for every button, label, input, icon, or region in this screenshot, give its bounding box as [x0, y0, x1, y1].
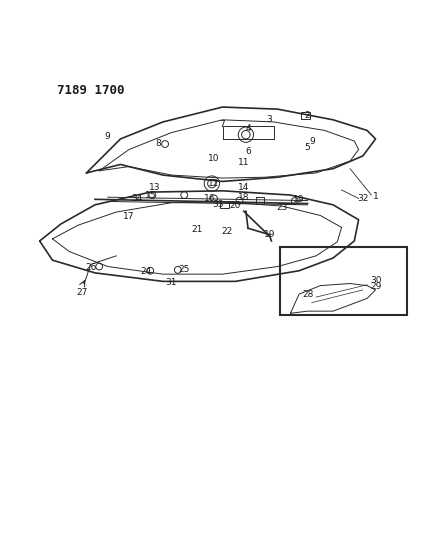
Text: 31: 31: [166, 278, 177, 287]
Text: 14: 14: [238, 183, 250, 192]
Text: 11: 11: [238, 158, 250, 167]
Text: 27: 27: [77, 288, 88, 297]
Text: 2: 2: [305, 111, 310, 120]
Text: 24: 24: [140, 267, 152, 276]
Text: 33: 33: [213, 200, 224, 209]
Text: 9: 9: [309, 136, 315, 146]
Text: 21: 21: [191, 224, 203, 233]
Text: 18: 18: [238, 193, 250, 202]
Text: 19: 19: [264, 230, 275, 239]
Text: 16: 16: [204, 194, 215, 203]
Text: 4: 4: [245, 124, 251, 133]
Text: 10: 10: [208, 154, 220, 163]
Text: 12: 12: [208, 179, 220, 188]
Text: 30: 30: [370, 276, 381, 285]
Text: 13: 13: [149, 183, 160, 192]
Text: 5: 5: [305, 143, 310, 152]
Text: 15: 15: [145, 191, 156, 199]
Text: 6: 6: [245, 147, 251, 156]
Bar: [301, 112, 310, 118]
Text: 3: 3: [266, 115, 272, 124]
Text: 8: 8: [156, 139, 162, 148]
Text: 29: 29: [370, 282, 381, 291]
Text: 32: 32: [357, 194, 369, 203]
Text: 28: 28: [302, 289, 313, 298]
Text: 19: 19: [293, 195, 305, 204]
Text: 34: 34: [132, 194, 143, 203]
Text: 17: 17: [123, 212, 135, 221]
Text: 1: 1: [373, 192, 378, 201]
Text: 20: 20: [229, 201, 241, 210]
Bar: [220, 201, 229, 208]
Text: 9: 9: [105, 132, 110, 141]
Text: 7: 7: [220, 119, 226, 128]
Text: 7189 1700: 7189 1700: [56, 84, 124, 96]
Text: 25: 25: [178, 265, 190, 274]
Text: 22: 22: [221, 227, 232, 236]
Text: 26: 26: [85, 263, 96, 272]
Bar: [280, 247, 407, 316]
Bar: [256, 197, 264, 204]
Text: 23: 23: [276, 203, 288, 212]
